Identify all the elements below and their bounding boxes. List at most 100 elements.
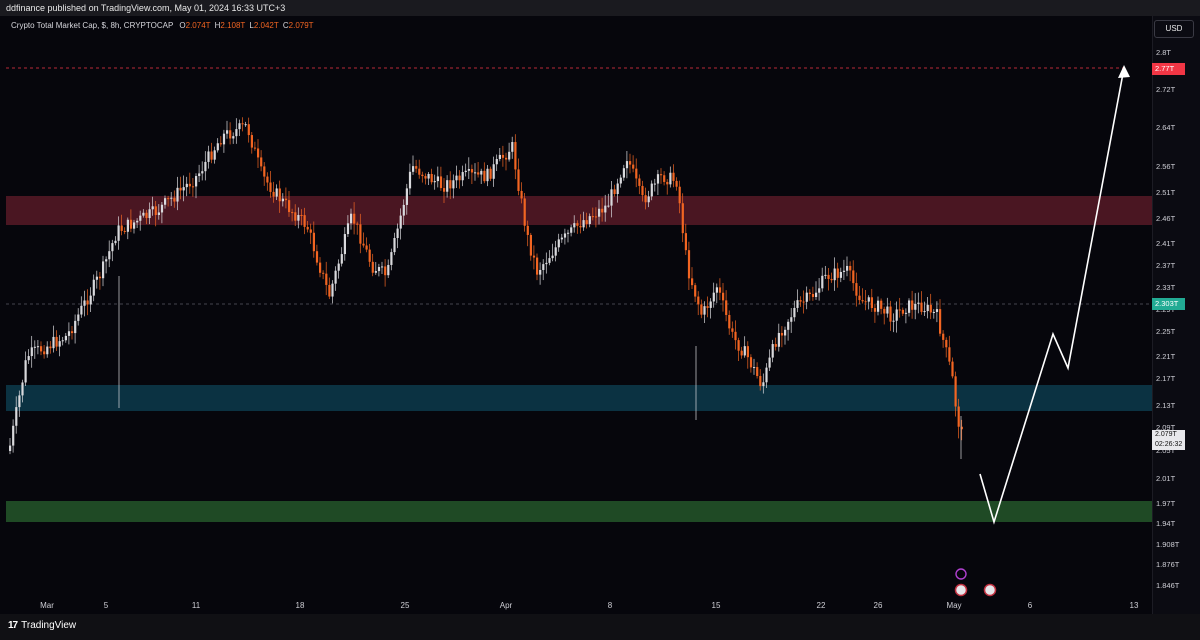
candle-body xyxy=(229,130,232,139)
candle-body xyxy=(436,176,439,182)
candle-body xyxy=(120,225,123,231)
candle-body xyxy=(864,301,867,303)
candle-body xyxy=(861,300,864,302)
candle-body xyxy=(201,171,204,174)
candle-body xyxy=(133,222,136,229)
projection-arrowhead xyxy=(1118,65,1130,78)
candle-body xyxy=(244,124,247,126)
candle-body xyxy=(415,166,418,169)
candle-body xyxy=(30,347,33,357)
legend-title: Crypto Total Market Cap, $, 8h, CRYPTOCA… xyxy=(11,21,174,30)
price-tick-label: 1.908T xyxy=(1156,540,1180,549)
time-tick-label: Mar xyxy=(40,601,54,610)
candle-body xyxy=(498,154,501,160)
candle-body xyxy=(105,259,108,262)
time-tick-label: 15 xyxy=(712,601,721,610)
price-tick-label: 2.56T xyxy=(1156,162,1176,171)
candle-body xyxy=(598,208,601,217)
candle-body xyxy=(226,130,229,134)
candle-body xyxy=(734,331,737,341)
candle-body xyxy=(281,198,284,202)
candle-body xyxy=(855,283,858,296)
candle-body xyxy=(753,367,756,369)
candle-body xyxy=(935,309,939,312)
price-axis[interactable]: 2.8T 2.72T 2.64T 2.56T 2.51T 2.46T 2.41T 2.37T 2… xyxy=(1152,16,1200,614)
candle-body xyxy=(898,309,901,311)
candle-body xyxy=(421,174,424,177)
candle-body xyxy=(160,204,164,213)
candle-body xyxy=(297,214,300,221)
candle-body xyxy=(957,406,960,427)
candle-body xyxy=(811,293,815,297)
candle-body xyxy=(154,206,157,215)
candle-body xyxy=(691,278,694,286)
candle-body xyxy=(74,320,77,334)
time-tick-label: 5 xyxy=(104,601,109,610)
candle-body xyxy=(647,196,650,203)
candle-body xyxy=(706,306,709,308)
candle-body xyxy=(15,407,18,426)
candle-body xyxy=(294,212,297,221)
candle-body xyxy=(387,264,390,276)
time-axis-bar[interactable] xyxy=(0,614,1200,640)
candle-body xyxy=(46,346,49,355)
candle-body xyxy=(743,346,746,356)
candle-body xyxy=(774,344,777,347)
candle-body xyxy=(818,288,821,293)
candle-body xyxy=(604,205,607,213)
candle-body xyxy=(842,270,846,272)
candle-body xyxy=(182,187,185,191)
candle-body xyxy=(684,233,687,251)
candle-body xyxy=(517,169,520,191)
candle-body xyxy=(33,346,36,348)
candle-body xyxy=(452,180,455,189)
candle-body xyxy=(123,230,126,232)
candle-body xyxy=(483,170,486,182)
candle-body xyxy=(551,255,554,259)
candle-body xyxy=(520,190,523,199)
price-tick-label: 2.01T xyxy=(1156,474,1176,483)
candle-body xyxy=(139,215,142,221)
candle-body xyxy=(325,273,328,285)
candle-body xyxy=(284,198,288,201)
candle-body xyxy=(95,276,98,280)
candle-body xyxy=(278,188,281,202)
candle-body xyxy=(467,169,470,171)
current-price-tag: 2.079T 02:26:32 xyxy=(1152,430,1185,450)
candle-body xyxy=(740,350,743,356)
candle-body xyxy=(173,197,176,202)
candle-body xyxy=(895,309,898,321)
price-tick-label: 2.37T xyxy=(1156,261,1176,270)
candle-body xyxy=(36,346,40,348)
publisher-line: ddfinance published on TradingView.com, … xyxy=(6,3,286,13)
candle-body xyxy=(126,219,129,232)
candlestick-chart[interactable]: Mar 5 11 18 25 Apr 8 15 22 26 May 6 13 xyxy=(6,16,1152,614)
candle-body xyxy=(901,309,904,314)
candle-body xyxy=(213,150,216,160)
candle-body xyxy=(591,216,594,218)
candle-body xyxy=(567,232,570,234)
candle-body xyxy=(681,203,684,234)
candle-body xyxy=(870,297,873,309)
candle-body xyxy=(523,198,526,226)
candle-body xyxy=(399,215,402,229)
time-tick-label: 11 xyxy=(192,601,201,610)
candle-body xyxy=(576,223,579,226)
candle-body xyxy=(722,292,725,301)
time-tick-label: 26 xyxy=(874,601,883,610)
candle-body xyxy=(505,157,508,160)
candle-body xyxy=(331,283,334,297)
candle-body xyxy=(40,346,43,352)
currency-button[interactable]: USD xyxy=(1154,20,1194,38)
candle-body xyxy=(625,161,629,169)
chart-pane[interactable]: Mar 5 11 18 25 Apr 8 15 22 26 May 6 13 xyxy=(6,16,1152,614)
candle-body xyxy=(64,335,67,341)
candle-body xyxy=(350,213,353,224)
candle-body xyxy=(731,328,734,332)
candle-body xyxy=(319,262,322,273)
price-tick-label: 2.64T xyxy=(1156,123,1176,132)
candle-body xyxy=(458,175,461,181)
candle-body xyxy=(780,332,784,336)
candle-body xyxy=(793,307,796,318)
candle-body xyxy=(148,209,151,219)
